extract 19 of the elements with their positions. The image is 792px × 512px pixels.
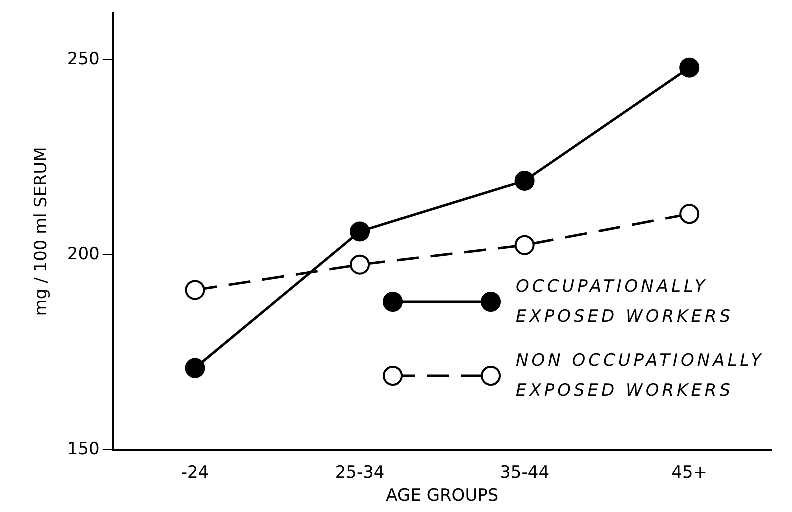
- point: [514, 235, 535, 256]
- point: [185, 358, 206, 378]
- x-tick-label: 35-44: [500, 462, 550, 483]
- x-tick-label: 25-34: [335, 462, 385, 483]
- x-tick-label: 45+: [672, 462, 708, 483]
- point: [350, 254, 370, 275]
- point: [514, 170, 535, 191]
- x-axis-title: AGE GROUPS: [386, 486, 499, 506]
- y-tick-label: 150: [67, 440, 100, 460]
- point: [680, 58, 700, 78]
- point: [680, 204, 700, 224]
- legend-label: NON OCCUPATIONALLY EXPOSED WORKERS: [516, 350, 764, 403]
- y-tick-label: 250: [67, 49, 100, 70]
- point: [350, 222, 370, 242]
- legend-label: OCCUPATIONALLY EXPOSED WORKERS: [516, 276, 734, 329]
- y-tick-label: 200: [67, 244, 100, 265]
- y-axis-title: mg / 100 ml SERUM: [32, 147, 52, 316]
- point: [185, 280, 206, 300]
- x-tick-label: -24: [181, 462, 210, 483]
